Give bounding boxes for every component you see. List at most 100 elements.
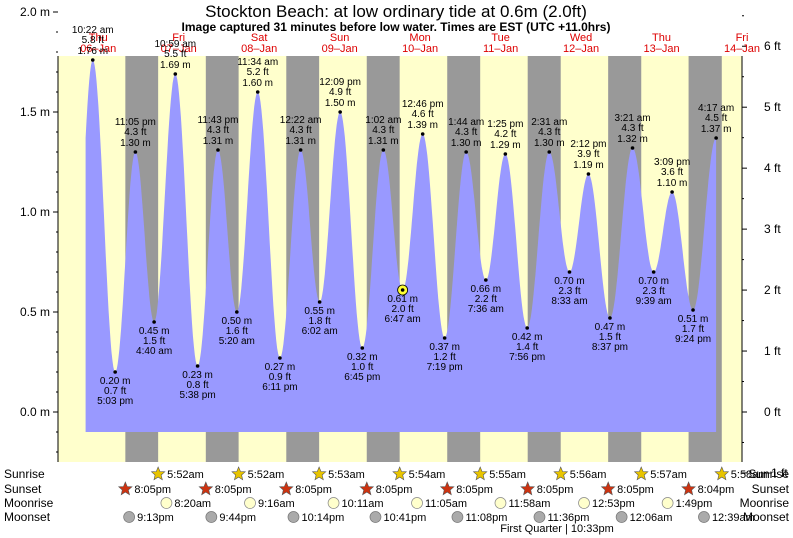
sunrise-star-icon — [714, 466, 730, 481]
day-label-date: 11–Jan — [483, 43, 518, 55]
sunset-time: 8:05pm — [295, 484, 332, 496]
tide-time-label: 6:47 am — [385, 314, 421, 325]
moonrise-time: 11:58am — [508, 498, 550, 510]
tide-point — [360, 346, 365, 350]
sunrise-star-icon — [633, 466, 649, 481]
tide-time-label: 8:33 am — [551, 296, 587, 307]
sunrise-time: 5:58am — [731, 469, 768, 481]
tide-point — [651, 270, 656, 274]
tide-ft-label: 2.0 ft — [392, 304, 414, 315]
moon-phase-note: First Quarter | 10:33pm — [500, 523, 614, 535]
tide-time-label: 3:09 pm — [654, 157, 690, 168]
tide-time-label: 3:21 am — [614, 113, 650, 124]
day-label-date: 09–Jan — [322, 43, 358, 55]
tide-time-label: 12:09 pm — [319, 77, 361, 88]
sunset-time: 8:05pm — [215, 484, 252, 496]
tide-m-label: 1.30 m — [451, 138, 482, 149]
tide-m-label: 0.20 m — [100, 376, 131, 387]
moonset-icon — [205, 511, 218, 523]
sunrise-star-icon — [311, 466, 327, 481]
right-tick-label: 5 ft — [764, 100, 781, 114]
tide-point — [235, 310, 239, 314]
moonset-icon — [123, 511, 135, 523]
moonset-icon — [287, 511, 300, 523]
tide-point — [400, 288, 405, 292]
tide-m-label: 1.10 m — [657, 178, 688, 189]
tide-time-label: 11:43 pm — [198, 115, 239, 126]
tide-ft-label: 4.3 ft — [455, 127, 477, 138]
day-label-dow: Tue — [491, 32, 510, 44]
chart-subtitle: Image captured 31 minutes before low wat… — [182, 20, 611, 34]
day-label-dow: Sun — [330, 32, 350, 44]
tide-m-label: 1.31 m — [203, 136, 234, 147]
tide-m-label: 0.37 m — [429, 342, 460, 353]
sunset-star-icon — [278, 481, 294, 496]
tide-time-label: 5:03 pm — [97, 396, 133, 407]
tide-time-label: 9:39 am — [636, 296, 672, 307]
day-label-date: 06–Jan — [80, 43, 116, 55]
moonset-icon — [369, 511, 382, 523]
tide-m-label: 1.31 m — [368, 136, 399, 147]
tide-area-path — [85, 60, 717, 432]
day-label-dow: Fri — [172, 32, 185, 44]
tide-time-label: 2:12 pm — [570, 139, 606, 150]
tide-time-label: 12:22 am — [280, 115, 322, 126]
tide-ft-label: 1.6 ft — [226, 326, 248, 337]
tide-point — [90, 58, 95, 62]
day-label-dow: Fri — [736, 32, 749, 44]
moonset-time: 11:36pm — [547, 512, 589, 524]
tide-m-label: 0.51 m — [678, 314, 709, 325]
tide-point — [420, 132, 425, 136]
moonset-time: 9:44pm — [219, 512, 256, 524]
moonrise-time: 12:53pm — [592, 498, 635, 510]
sunrise-time: 5:57am — [650, 469, 687, 481]
tide-ft-label: 4.3 ft — [124, 127, 146, 138]
tide-m-label: 0.42 m — [512, 332, 543, 343]
right-tick-label: 2 ft — [764, 283, 781, 297]
sunrise-star-icon — [392, 466, 408, 481]
sunrise-time: 5:52am — [248, 469, 285, 481]
tide-point — [381, 148, 386, 152]
moonrise-icon — [411, 497, 423, 509]
moonset-icon — [698, 511, 710, 523]
sunset-time: 8:04pm — [698, 484, 735, 496]
sunrise-star-icon — [150, 466, 166, 481]
moonrise-icon — [661, 497, 674, 509]
day-label-date: 07–Jan — [161, 43, 197, 55]
tide-time-label: 12:46 pm — [402, 99, 444, 110]
moonrise-time: 8:20am — [174, 498, 211, 510]
right-tick-label: −1 ft — [764, 466, 788, 480]
moonset-icon — [451, 511, 464, 523]
tide-m-label: 1.60 m — [242, 78, 273, 89]
tide-time-label: 6:11 pm — [262, 382, 297, 393]
left-tick-label: 1.0 m — [20, 205, 50, 219]
tide-point — [525, 326, 529, 330]
tide-m-label: 1.31 m — [285, 136, 316, 147]
tide-time-label: 8:37 pm — [592, 342, 628, 353]
tide-point — [670, 190, 674, 194]
tide-ft-label: 5.5 ft — [164, 49, 186, 60]
day-label-dow: Thu — [652, 32, 671, 44]
tide-time-label: 1:02 am — [365, 115, 401, 126]
day-labels: Thu06–JanFri07–JanSat08–JanSun09–JanMon1… — [80, 32, 760, 55]
tide-ft-label: 5.8 ft — [82, 35, 104, 46]
tide-ft-label: 2.3 ft — [643, 286, 665, 297]
day-label-date: 13–Jan — [643, 43, 679, 55]
moonset-time: 10:14pm — [301, 512, 344, 524]
moonset-row-label-left: Moonset — [4, 510, 51, 524]
tide-time-label: 6:02 am — [302, 326, 338, 337]
sunrise-star-icon — [553, 466, 569, 481]
tide-ft-label: 1.0 ft — [351, 362, 373, 373]
tide-m-label: 0.23 m — [182, 370, 213, 381]
day-label-date: 14–Jan — [724, 43, 760, 55]
day-label-dow: Sat — [251, 32, 268, 44]
tide-m-label: 1.69 m — [160, 60, 191, 71]
tide-m-label: 0.45 m — [139, 326, 170, 337]
tide-time-label: 7:19 pm — [427, 362, 463, 373]
tide-ft-label: 5.2 ft — [247, 67, 269, 78]
tide-ft-label: 4.9 ft — [329, 87, 351, 98]
tide-m-label: 1.30 m — [120, 138, 151, 149]
tide-m-label: 1.30 m — [534, 138, 565, 149]
tide-m-label: 0.70 m — [554, 276, 585, 287]
